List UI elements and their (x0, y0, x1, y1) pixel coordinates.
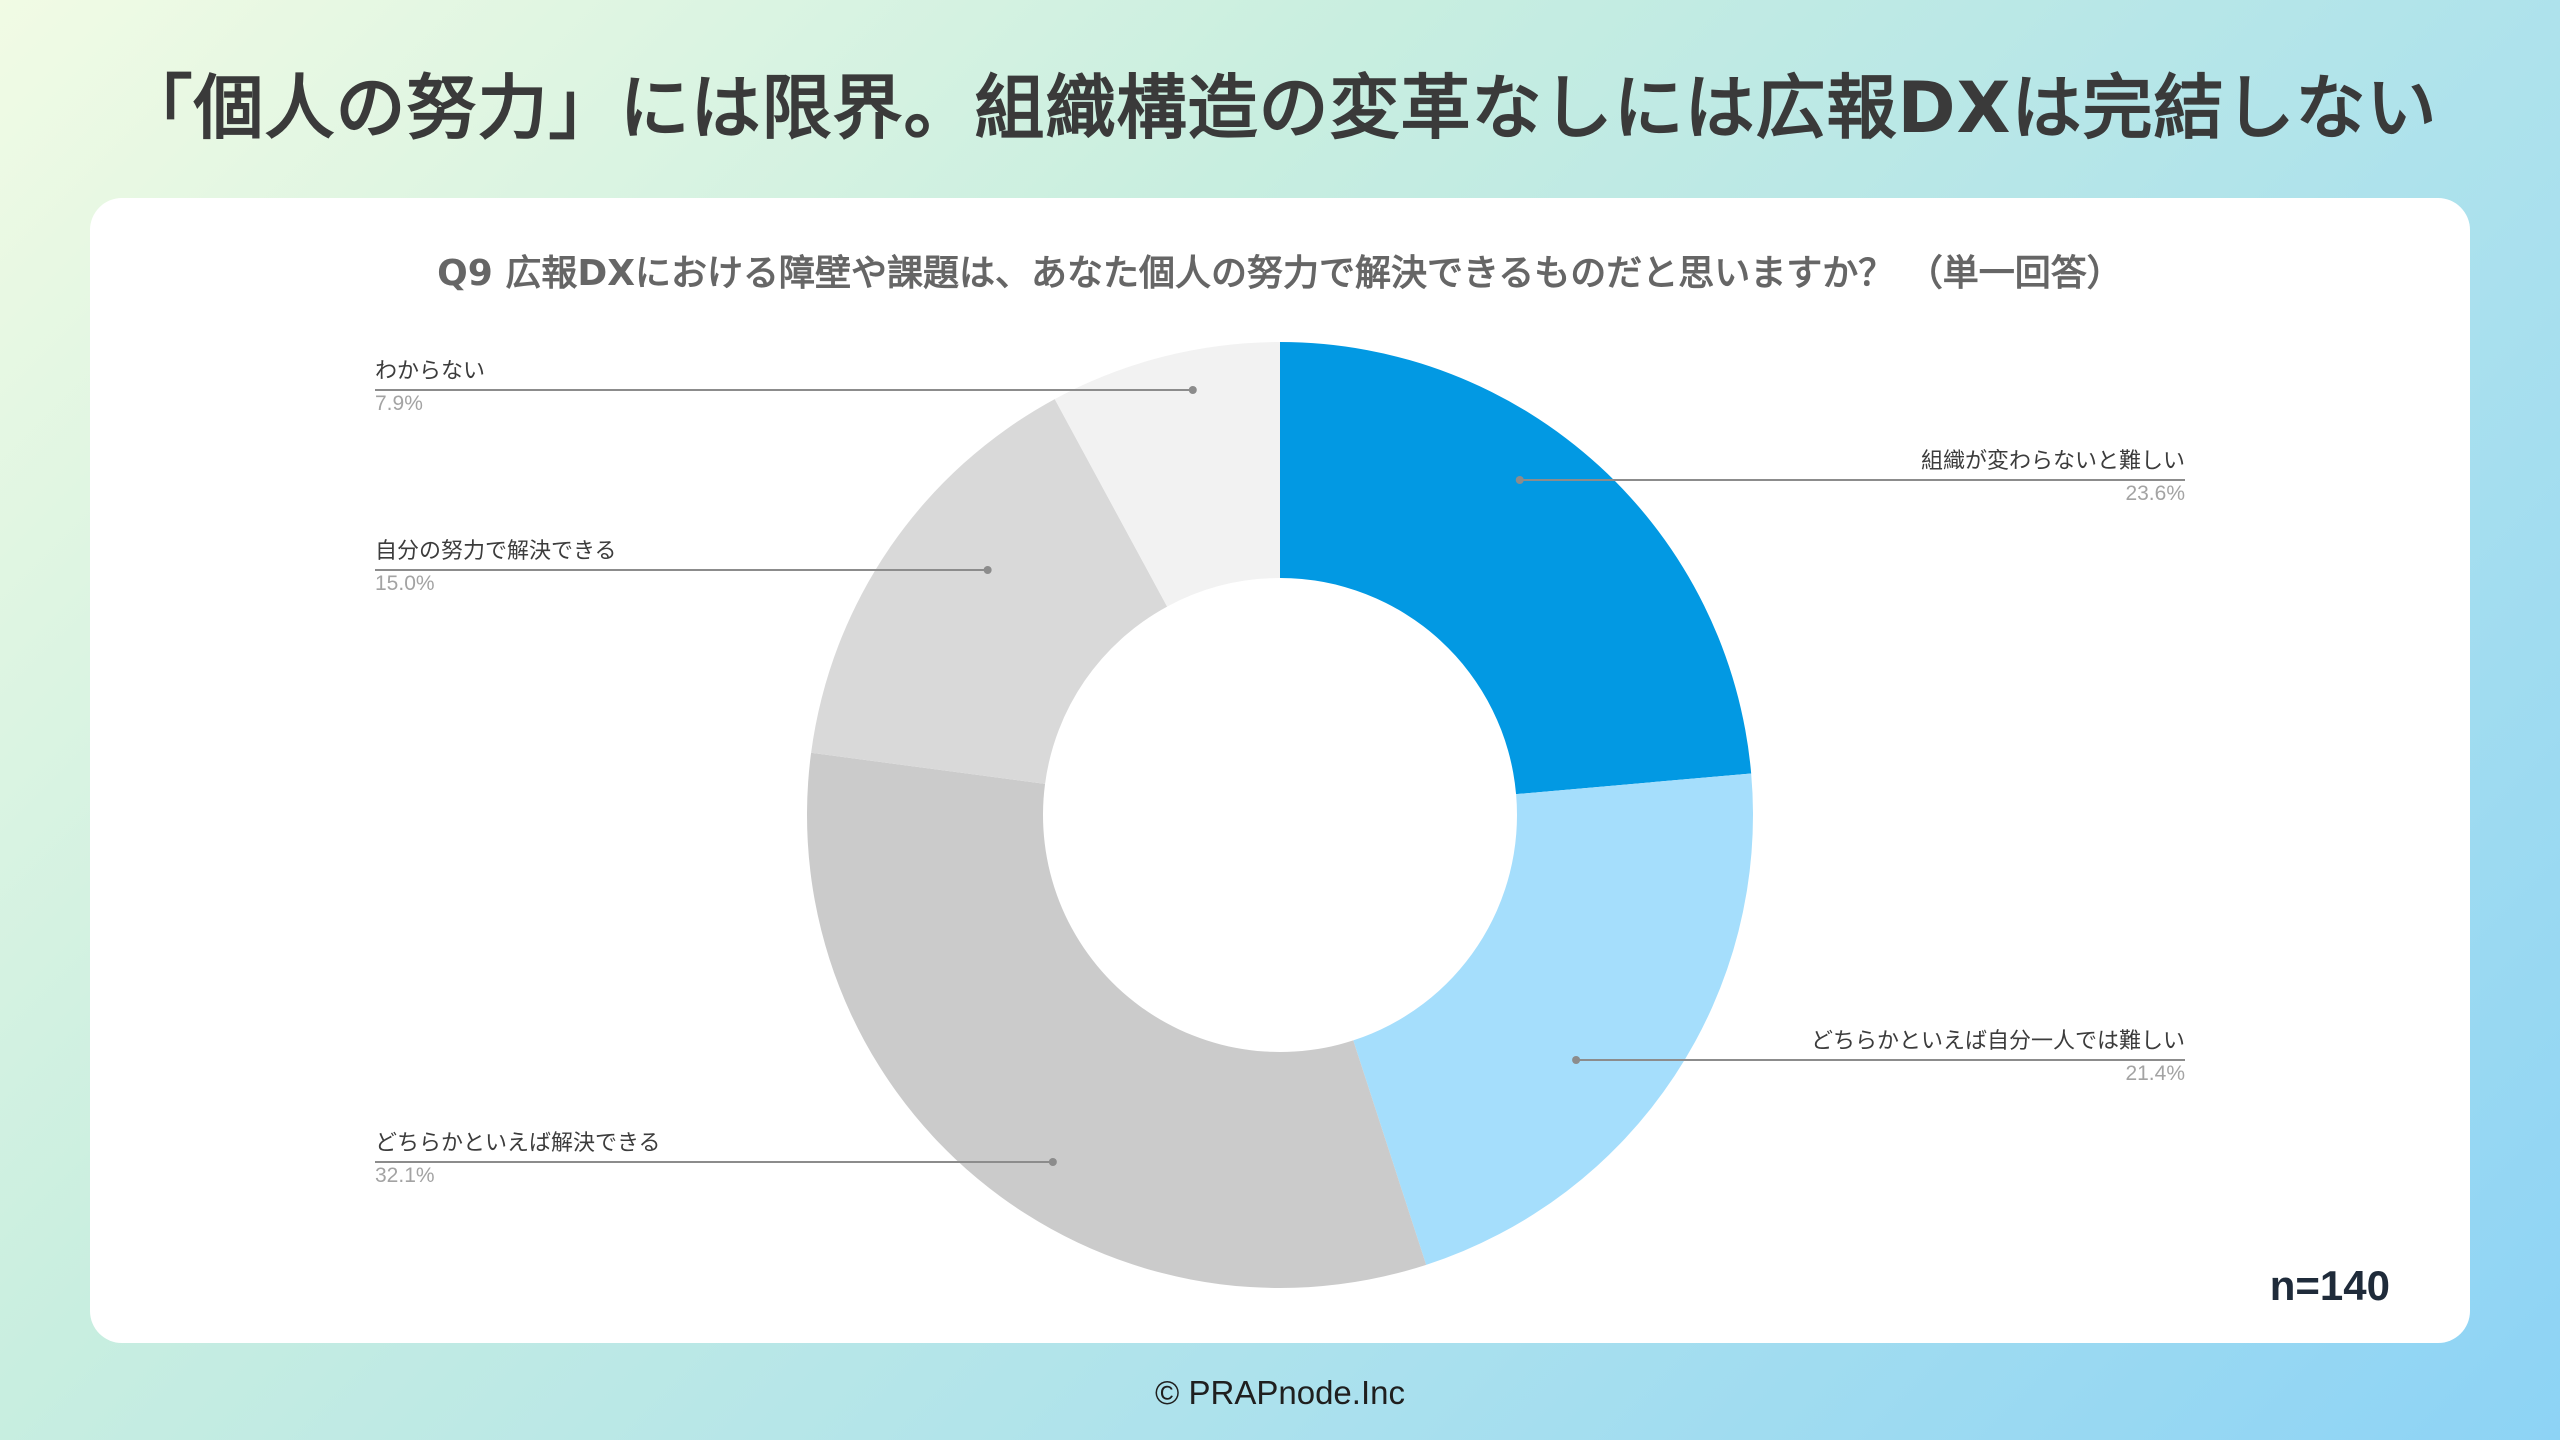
slice-value-5: 7.9% (375, 392, 423, 415)
donut-slice-1 (1280, 342, 1752, 795)
donut-chart: Q9 広報DXにおける障壁や課題は、あなた個人の努力で解決できるものだと思います… (375, 253, 2390, 1309)
leader-dot-4 (983, 566, 992, 574)
leader-dot-3 (1048, 1158, 1057, 1166)
slice-label-4: 自分の努力で解決できる (375, 539, 617, 564)
slice-label-2: どちらかといえば自分一人では難しい (1811, 1029, 2185, 1054)
slice-value-4: 15.0% (375, 572, 435, 595)
sample-size: n=140 (2270, 1262, 2390, 1309)
leader-dot-1 (1515, 476, 1524, 484)
slice-label-3: どちらかといえば解決できる (375, 1131, 661, 1156)
leader-dot-5 (1188, 386, 1197, 394)
page-title: 「個人の努力」には限界。組織構造の変革なしには広報DXは完結しない (122, 67, 2438, 149)
donut-slice-2 (1353, 773, 1753, 1265)
donut-slice-4 (811, 399, 1168, 784)
donut-slices (807, 342, 1753, 1288)
copyright: © PRAPnode.Inc (1155, 1374, 1405, 1411)
slice-label-1: 組織が変わらないと難しい (1921, 449, 2185, 474)
donut-slice-3 (807, 752, 1427, 1288)
slice-value-2: 21.4% (2125, 1062, 2185, 1085)
donut-slice-5 (1054, 342, 1280, 607)
chart-card: Q9 広報DXにおける障壁や課題は、あなた個人の努力で解決できるものだと思います… (90, 198, 2470, 1343)
slice-value-1: 23.6% (2125, 482, 2185, 505)
slice-label-5: わからない (375, 359, 485, 384)
leader-dot-2 (1572, 1056, 1581, 1064)
slice-labels: 組織が変わらないと難しい 23.6% どちらかといえば自分一人では難しい 21.4% ど… (375, 359, 2185, 1187)
slice-value-3: 32.1% (375, 1164, 435, 1187)
chart-title: Q9 広報DXにおける障壁や課題は、あなた個人の努力で解決できるものだと思います… (437, 253, 2123, 294)
